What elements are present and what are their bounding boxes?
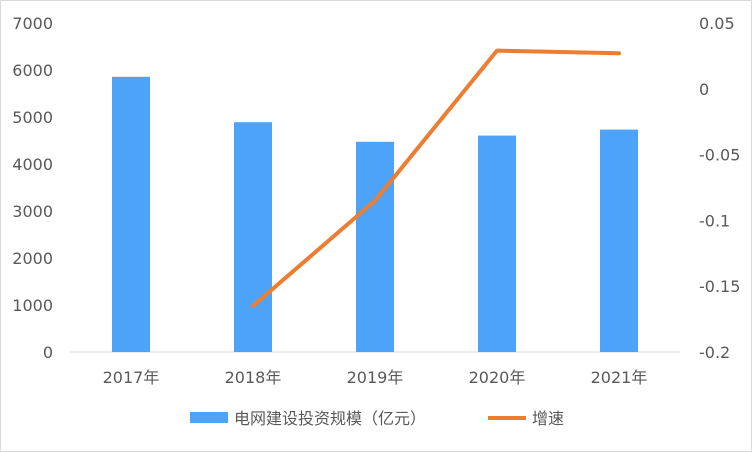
legend-swatch-bars [190,412,228,423]
legend: 电网建设投资规模（亿元） 增速 [190,409,564,428]
y-left-tick-label: 6000 [12,61,53,80]
x-tick-label: 2019年 [347,368,404,387]
y-right-axis: -0.2 -0.15 -0.1 -0.05 0 0.05 [699,14,740,362]
y-right-tick-label: -0.2 [699,343,730,362]
y-right-tick-label: 0 [699,80,709,99]
growth-line [251,48,621,308]
bar [112,76,150,352]
y-right-tick-label: -0.1 [699,211,730,230]
bar [600,129,638,352]
y-left-tick-label: 3000 [12,202,53,221]
bar-series [112,76,638,352]
bar [234,122,272,352]
x-tick-label: 2018年 [225,368,282,387]
x-tick-label: 2020年 [469,368,526,387]
y-right-tick-label: -0.15 [699,277,740,296]
bar [478,135,516,352]
y-left-tick-label: 5000 [12,108,53,127]
y-left-tick-label: 4000 [12,155,53,174]
line-series [251,48,621,308]
legend-label-line: 增速 [532,409,564,428]
x-axis: 2017年 2018年 2019年 2020年 2021年 [103,368,648,387]
bar [356,141,394,352]
legend-label-bars: 电网建设投资规模（亿元） [234,409,426,428]
y-left-tick-label: 1000 [12,296,53,315]
y-left-axis: 0 1000 2000 3000 4000 5000 6000 7000 [12,14,53,362]
x-tick-label: 2017年 [103,368,160,387]
y-left-tick-label: 7000 [12,14,53,33]
y-right-tick-label: 0.05 [699,14,735,33]
x-tick-label: 2021年 [591,368,648,387]
y-left-tick-label: 0 [43,343,53,362]
y-left-tick-label: 2000 [12,249,53,268]
y-right-tick-label: -0.05 [699,146,740,165]
